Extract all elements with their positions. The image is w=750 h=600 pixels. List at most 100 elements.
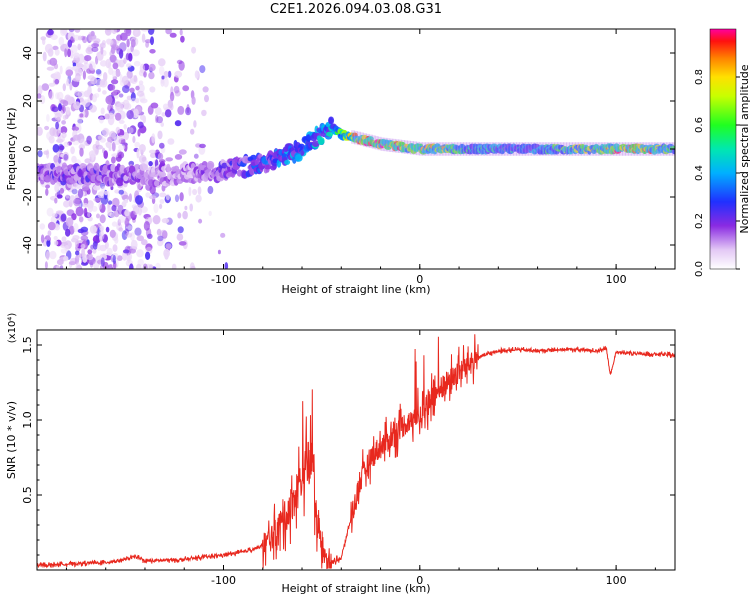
noise-blob [217,249,221,255]
ridge-halo [577,142,582,156]
noise-blob [208,210,212,216]
noise-blob [159,65,165,76]
ridge-halo [386,138,391,152]
ridge-halo [480,142,485,156]
noise-blob [191,46,197,54]
noise-blob [123,57,127,64]
ridge-halo [601,142,606,156]
ridge-halo [468,142,473,156]
noise-blob [80,243,86,249]
ridge-halo [657,142,662,156]
noise-blob [108,67,114,75]
noise-blob [48,135,55,144]
ridge-halo [580,142,585,156]
noise-blob [167,138,175,145]
noise-blob [182,210,188,220]
ridge-halo [412,141,417,155]
noise-blob [141,33,146,43]
ridge-mark [53,176,58,183]
spectrogram-ylabel: Frequency (Hz) [5,108,18,191]
noise-blob [174,194,180,203]
ridge-halo [457,142,462,156]
noise-blob [171,263,177,269]
noise-blob [71,188,78,195]
noise-blob [113,209,120,218]
noise-blob [193,153,199,159]
noise-blob [116,102,124,113]
x-tick-label: 0 [416,273,423,286]
noise-blob [104,113,110,120]
noise-blob [156,228,162,236]
noise-blob [117,204,124,215]
noise-blob [48,82,56,87]
noise-blob [136,235,144,242]
noise-blob [145,192,151,198]
noise-blob [95,144,104,150]
noise-blob [75,75,81,81]
noise-blob [60,213,67,222]
noise-blob [133,108,139,119]
ridge-halo [560,142,565,156]
noise-blob [111,156,116,164]
noise-blob [133,60,141,67]
ridge-halo [639,142,644,156]
noise-blob [77,188,84,199]
noise-blob [82,70,86,80]
noise-blob [124,209,130,217]
noise-blob [65,106,71,115]
noise-blob [79,147,84,157]
noise-blob [62,29,68,36]
noise-blob [118,49,124,59]
noise-blob [65,228,71,237]
noise-blob [40,234,45,243]
ridge-halo [554,142,559,156]
ridge-halo [521,142,526,156]
noise-blob [106,39,114,46]
noise-blob [51,106,59,113]
noise-blob [141,239,148,246]
noise-blob [125,29,132,37]
ridge-halo [633,142,638,156]
noise-blob [63,153,69,161]
ridge-halo [516,142,520,156]
noise-blob [56,264,60,269]
x-tick-label: -100 [211,574,236,587]
noise-blob [128,127,134,134]
noise-blob [55,121,59,130]
ridge-mark [671,148,675,155]
noise-blob [37,150,43,158]
noise-blob [112,197,120,208]
ridge-halo [436,142,441,156]
noise-blob [123,142,128,152]
noise-blob [115,112,122,121]
noise-blob [53,240,59,246]
noise-blob [83,90,91,98]
noise-blob [185,107,192,116]
ridge-mark [317,137,325,145]
ridge-halo [524,142,529,156]
noise-blob [59,265,64,269]
noise-blob [72,62,77,67]
ridge-mark [270,165,277,171]
noise-blob [103,190,109,196]
ridge-halo [395,139,400,153]
noise-blob [87,249,93,255]
noise-blob [52,127,60,137]
noise-blob [152,215,161,225]
y-tick-label: -20 [21,188,34,206]
noise-blob [149,264,154,269]
ridge-halo [583,142,588,156]
ridge-mark [250,154,257,161]
noise-blob [78,216,84,223]
noise-blob [159,142,165,149]
noise-blob [165,193,170,201]
y-tick-label: 1.5 [21,336,34,354]
ridge-mark [123,174,129,182]
noise-blob [126,70,133,79]
noise-blob [79,113,84,118]
noise-blob [60,99,67,104]
ridge-halo [421,142,426,156]
ridge-halo [454,142,459,156]
snr-series-line [37,334,675,569]
noise-blob [91,151,95,161]
